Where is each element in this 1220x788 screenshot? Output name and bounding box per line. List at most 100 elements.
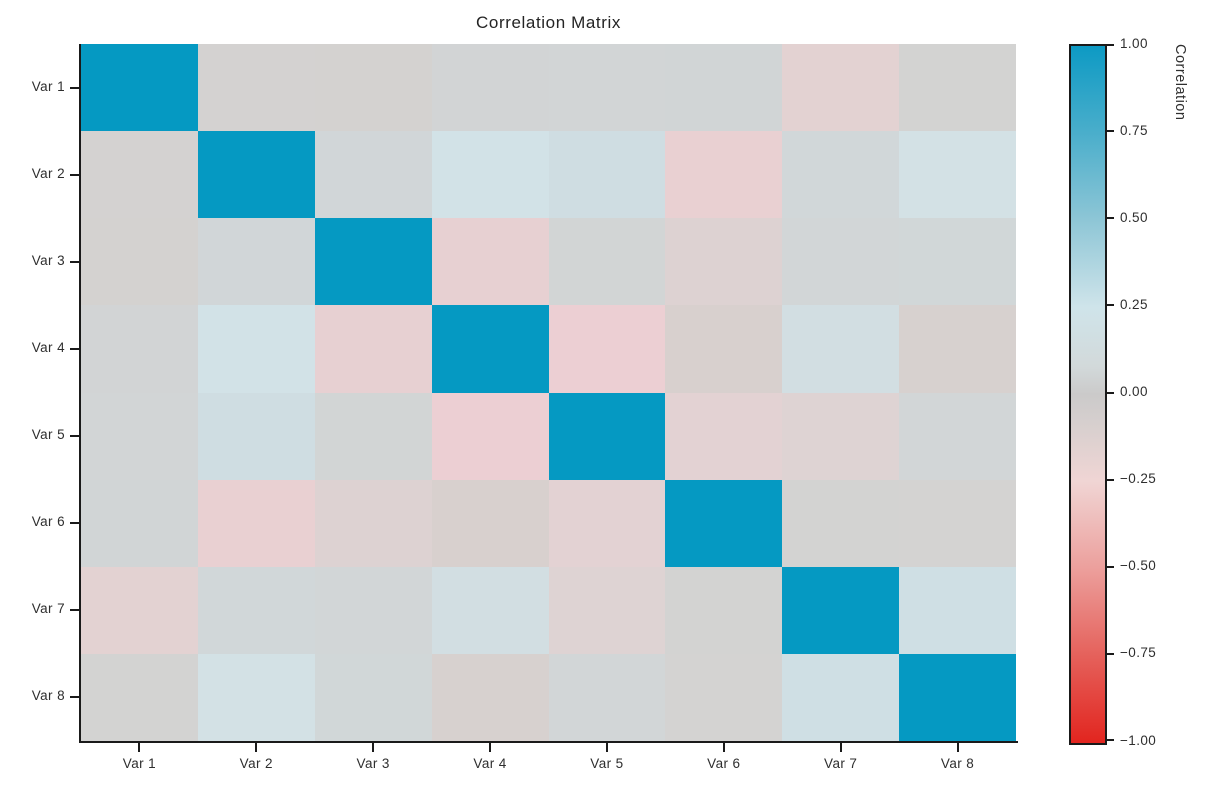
y-tick-label: Var 8: [31, 688, 65, 704]
x-tick-label: Var 6: [707, 756, 741, 771]
x-tick-label: Var 4: [473, 756, 507, 771]
heatmap-cell: [548, 566, 666, 654]
heatmap-cell: [81, 218, 198, 306]
y-axis-spine: [79, 44, 81, 743]
colorbar-tick-mark: [1105, 130, 1114, 133]
heatmap-cell: [81, 392, 198, 480]
heatmap-cell: [899, 653, 1016, 741]
heatmap-cell: [548, 218, 666, 306]
heatmap-cell: [197, 44, 315, 132]
x-tick-mark: [605, 743, 608, 752]
heatmap-cell: [665, 305, 783, 393]
colorbar-tick-label: 0.50: [1120, 209, 1148, 225]
heatmap-cell: [548, 305, 666, 393]
heatmap-cell: [431, 44, 549, 132]
heatmap-cell: [665, 218, 783, 306]
y-tick-mark: [70, 696, 79, 699]
y-tick-label: Var 1: [31, 78, 65, 94]
heatmap-cell: [81, 131, 198, 219]
heatmap-cell: [314, 305, 432, 393]
chart-title: Correlation Matrix: [476, 13, 621, 32]
heatmap-cell: [899, 305, 1016, 393]
heatmap-cell: [197, 131, 315, 219]
colorbar-tick-mark: [1105, 304, 1114, 307]
heatmap-cell: [81, 566, 198, 654]
heatmap-cell: [431, 653, 549, 741]
heatmap-cell: [197, 392, 315, 480]
y-tick-mark: [70, 347, 79, 350]
heatmap-cell: [314, 44, 432, 132]
colorbar-tick-label: 0.25: [1120, 296, 1148, 312]
heatmap-cell: [431, 479, 549, 567]
heatmap-cell: [197, 218, 315, 306]
y-tick-mark: [70, 260, 79, 263]
heatmap-cell: [899, 566, 1016, 654]
heatmap-cell: [899, 131, 1016, 219]
heatmap-cell: [314, 566, 432, 654]
x-tick-mark: [138, 743, 141, 752]
y-tick-label: Var 6: [31, 514, 65, 530]
heatmap-cell: [197, 653, 315, 741]
y-tick-mark: [70, 173, 79, 176]
heatmap-cell: [782, 44, 900, 132]
x-tick-label: Var 1: [122, 756, 157, 771]
heatmap-cell: [782, 392, 900, 480]
heatmap-cell: [782, 305, 900, 393]
y-tick-mark: [70, 522, 79, 525]
y-tick-mark: [70, 86, 79, 89]
heatmap-cell: [665, 392, 783, 480]
y-tick-label: Var 7: [31, 601, 65, 617]
heatmap-cell: [431, 392, 549, 480]
y-tick-label: Var 5: [31, 427, 65, 443]
x-tick-mark: [255, 743, 258, 752]
colorbar-tick-label: −0.50: [1120, 558, 1157, 574]
heatmap-cell: [197, 305, 315, 393]
colorbar-tick-mark: [1105, 739, 1114, 741]
heatmap-cell: [197, 479, 315, 567]
y-tick-label: Var 4: [31, 339, 65, 355]
heatmap-cell: [782, 566, 900, 654]
colorbar-tick-mark: [1105, 217, 1114, 220]
heatmap-cell: [431, 131, 549, 219]
colorbar-tick-mark: [1105, 565, 1114, 568]
y-tick-label: Var 2: [31, 165, 65, 181]
heatmap-cell: [81, 479, 198, 567]
colorbar-tick-label: 1.00: [1120, 35, 1148, 51]
heatmap-cell: [782, 218, 900, 306]
colorbar-tick-mark: [1105, 44, 1114, 46]
x-tick-label: Var 7: [824, 756, 858, 771]
x-tick-mark: [722, 743, 725, 752]
x-tick-mark: [372, 743, 375, 752]
heatmap-cell: [314, 392, 432, 480]
heatmap-cell: [548, 653, 666, 741]
heatmap-cell: [665, 479, 783, 567]
heatmap-cell: [431, 218, 549, 306]
colorbar-tick-label: 0.75: [1120, 122, 1148, 138]
heatmap-cell: [548, 131, 666, 219]
heatmap-cell: [314, 131, 432, 219]
heatmap-cell: [899, 218, 1016, 306]
colorbar-label: Correlation: [1172, 44, 1188, 121]
x-tick-label: Var 2: [239, 756, 273, 771]
heatmap-cell: [548, 44, 666, 132]
colorbar-tick-label: −0.75: [1120, 645, 1157, 661]
heatmap-cell: [665, 44, 783, 132]
y-tick-mark: [70, 609, 79, 612]
x-tick-mark: [839, 743, 842, 752]
heatmap-grid: [81, 44, 1016, 741]
colorbar-tick-mark: [1105, 652, 1114, 655]
heatmap-cell: [314, 479, 432, 567]
heatmap-cell: [548, 479, 666, 567]
heatmap-cell: [899, 44, 1016, 132]
heatmap-cell: [81, 653, 198, 741]
heatmap-cell: [314, 653, 432, 741]
x-tick-label: Var 5: [590, 756, 624, 771]
x-tick-label: Var 3: [356, 756, 390, 771]
x-tick-label: Var 8: [940, 756, 975, 771]
colorbar-tick-label: −0.25: [1120, 471, 1157, 487]
colorbar-tick-label: 0.00: [1120, 384, 1148, 399]
x-tick-mark: [956, 743, 959, 752]
y-tick-mark: [70, 435, 79, 438]
x-tick-mark: [489, 743, 492, 752]
